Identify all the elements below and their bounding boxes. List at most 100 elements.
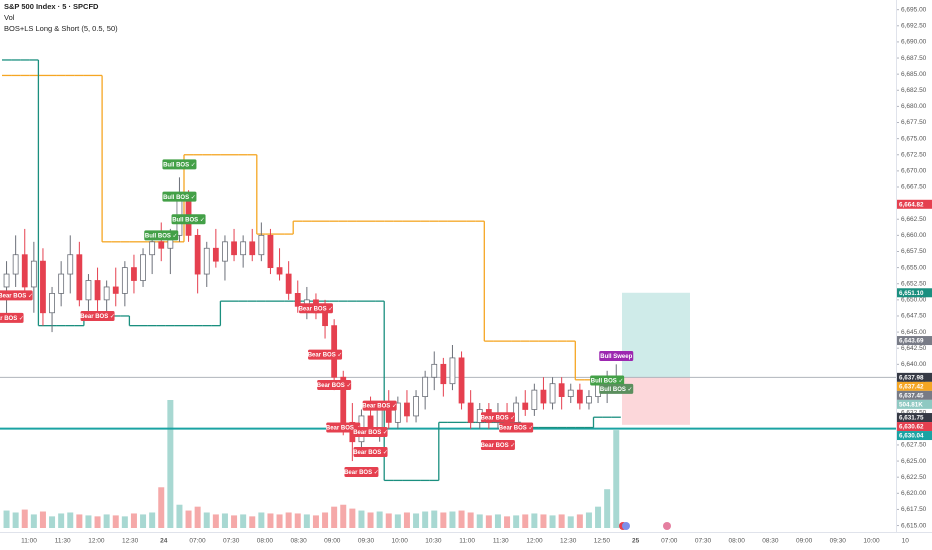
volume-bar — [121, 516, 128, 528]
x-tick-label: 24 — [160, 538, 168, 545]
annotation-box — [317, 379, 352, 390]
candle-body — [522, 402, 529, 410]
volume-bar — [513, 515, 520, 528]
y-tick-label: 6,620.00 — [901, 490, 927, 497]
y-tick-label: 6,650.00 — [901, 297, 927, 304]
candle-body — [112, 286, 119, 294]
x-tick-label: 07:00 — [189, 538, 206, 545]
y-tick-label: 6,685.00 — [901, 71, 927, 78]
price-label: 6,637.45 — [899, 393, 924, 400]
volume-bar — [576, 514, 583, 528]
y-tick-label: 6,672.50 — [901, 151, 927, 158]
y-tick-label: 6,670.00 — [901, 168, 927, 175]
candle-body — [258, 234, 265, 256]
volume-bar — [449, 511, 456, 528]
volume-bar — [140, 514, 147, 528]
candle-body — [222, 241, 228, 262]
candle-body — [458, 357, 465, 404]
candle-body — [467, 402, 474, 423]
volume-bar — [349, 508, 356, 528]
volume-bar — [276, 514, 283, 528]
candle-body — [413, 396, 419, 417]
annotation-box — [480, 412, 515, 423]
x-tick-label: 25 — [632, 538, 640, 545]
price-label: 6,630.62 — [899, 424, 924, 431]
x-tick-label: 10:30 — [425, 538, 442, 545]
annotation-box — [308, 349, 343, 360]
annotation-label: Bull BOS ✓ — [172, 217, 205, 223]
volume-bar — [39, 511, 46, 528]
plot-layer — [2, 59, 621, 482]
annotation-box — [362, 400, 397, 411]
annotation-box — [599, 350, 634, 361]
event-flag[interactable] — [622, 522, 630, 530]
volume-bar — [194, 506, 201, 528]
y-tick-label: 6,675.00 — [901, 135, 927, 142]
candle-body — [40, 260, 46, 314]
x-tick-label: 09:30 — [830, 538, 847, 545]
y-tick-label: 6,657.50 — [901, 248, 927, 255]
y-tick-label: 6,677.50 — [901, 119, 927, 126]
x-tick-label: 12:00 — [526, 538, 543, 545]
annotation-label: Bull BOS ✓ — [591, 379, 624, 385]
x-tick-label: 11:30 — [55, 538, 71, 545]
volume-bar — [240, 514, 247, 528]
x-tick-label: 07:00 — [661, 538, 678, 545]
x-tick-label: 07:30 — [695, 538, 712, 545]
annotation-label: Bull BOS ✓ — [600, 387, 633, 393]
candle-body — [49, 293, 55, 314]
x-tick-label: 10 — [902, 538, 910, 545]
target-zone — [622, 292, 690, 378]
price-label: 6,637.98 — [899, 375, 924, 382]
x-tick-label: 08:30 — [762, 538, 779, 545]
volume-bar — [85, 515, 92, 528]
candle-body — [3, 273, 10, 288]
event-flag[interactable] — [663, 522, 671, 530]
y-tick-label: 6,692.50 — [901, 23, 927, 30]
x-tick-label: 09:00 — [796, 538, 813, 545]
candle-body — [531, 389, 538, 410]
volume-bar — [267, 513, 274, 528]
volume-bar — [249, 516, 256, 528]
annotation-label: Bear BOS ✓ — [362, 404, 397, 410]
volume-bar — [258, 512, 265, 528]
x-tick-label: 12:00 — [88, 538, 105, 545]
volume-bar — [112, 515, 119, 528]
y-tick-label: 6,662.50 — [901, 216, 927, 223]
annotation-box — [80, 310, 115, 321]
volume-bar — [540, 514, 547, 528]
x-tick-label: 10:00 — [863, 538, 880, 545]
volume-bar — [58, 513, 65, 528]
annotation-box — [162, 159, 197, 170]
annotation-label: Bull BOS ✓ — [163, 163, 196, 169]
volume-bar — [103, 514, 110, 528]
volume-bar — [604, 489, 611, 528]
volume-bar — [176, 504, 183, 528]
price-label-box — [897, 288, 932, 298]
stop-zone — [622, 377, 690, 425]
candle-body — [385, 409, 392, 423]
candle-body — [449, 357, 456, 385]
y-tick-label: 6,647.50 — [901, 313, 927, 320]
x-tick-label: 08:30 — [290, 538, 307, 545]
price-label: 6,637.42 — [899, 384, 924, 391]
annotation-label: Bear BOS ✓ — [0, 293, 33, 299]
x-tick-label: 12:50 — [594, 538, 611, 545]
volume-bar — [531, 513, 538, 528]
annotation-label: Bull Sweep — [600, 354, 632, 360]
volume-bar — [585, 512, 592, 528]
candle-body — [576, 389, 583, 404]
volume-bar — [331, 506, 338, 528]
annotation-box — [353, 447, 388, 458]
volume-bar — [158, 487, 165, 528]
candle-body — [340, 376, 347, 423]
annotation-label: Bear BOS ✓ — [481, 443, 516, 449]
candle-body — [12, 254, 19, 275]
annotation-label: Bear BOS ✓ — [481, 415, 516, 421]
candle-body — [140, 254, 146, 281]
candle-body — [422, 376, 429, 397]
annotation-box — [590, 375, 625, 386]
y-tick-label: 6,622.50 — [901, 474, 927, 481]
x-tick-label: 09:00 — [324, 538, 341, 545]
